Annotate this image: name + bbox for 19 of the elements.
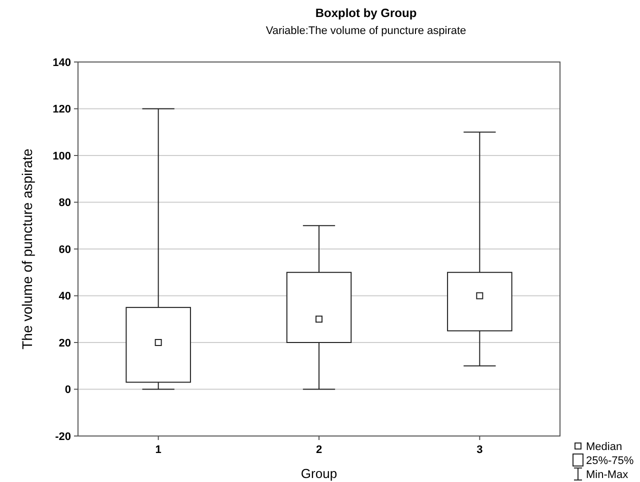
y-tick-label: 80 bbox=[58, 197, 71, 210]
y-tick-label: 40 bbox=[58, 290, 71, 303]
x-tick-label: 2 bbox=[316, 444, 322, 456]
x-tick-label: 3 bbox=[476, 444, 483, 456]
y-tick-label: 0 bbox=[64, 384, 71, 396]
x-tick-label: 1 bbox=[155, 444, 162, 456]
y-tick-label: 60 bbox=[58, 244, 71, 256]
y-tick-label: -20 bbox=[55, 430, 71, 443]
y-tick-label: 20 bbox=[58, 337, 71, 350]
text: Median bbox=[586, 440, 622, 453]
y-axis-title: The volume of puncture aspirate bbox=[19, 148, 35, 350]
text: 25%-75% bbox=[586, 454, 634, 467]
y-tick-label: 140 bbox=[52, 56, 71, 69]
y-tick-label: 100 bbox=[52, 150, 71, 162]
x-axis-title: Group bbox=[300, 466, 338, 481]
chart-subtitle: Variable:The volume of puncture aspirate bbox=[266, 25, 466, 37]
y-tick-label: 120 bbox=[52, 104, 71, 116]
text: Min-Max bbox=[586, 468, 629, 481]
chart-title: Boxplot by Group bbox=[315, 6, 417, 20]
